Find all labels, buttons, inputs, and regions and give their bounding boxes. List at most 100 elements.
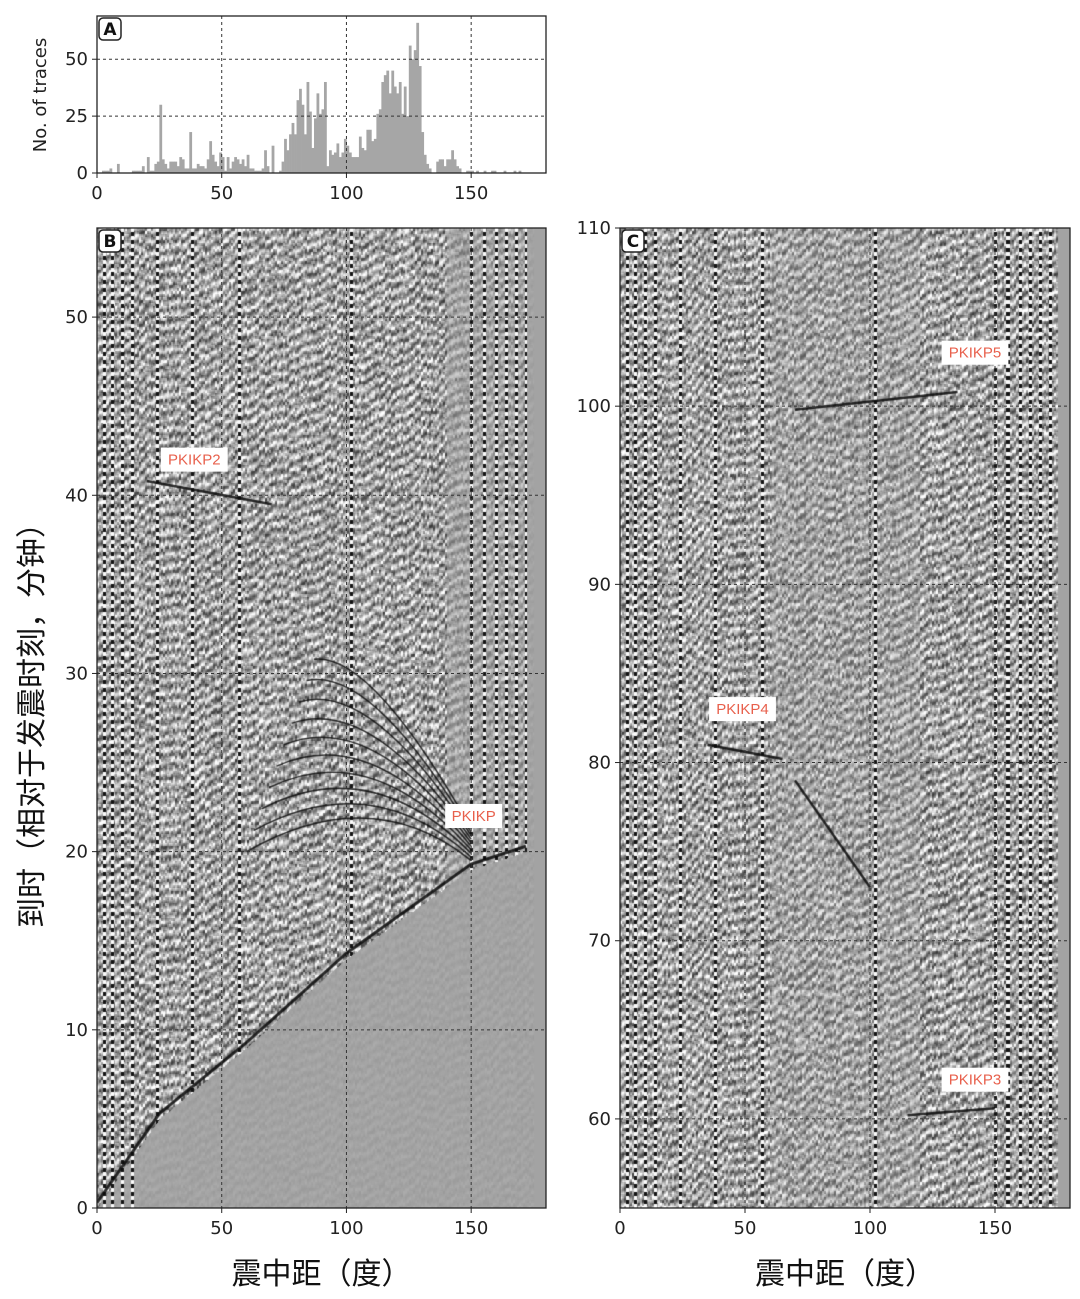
x-tick-label: 50 <box>210 183 233 204</box>
plot-frame <box>619 227 1071 1209</box>
panel-label-box <box>621 229 645 253</box>
histogram-bar <box>493 170 497 173</box>
histogram-bar <box>139 170 143 173</box>
histogram-bar <box>378 109 382 173</box>
y-tick-label: 100 <box>577 396 611 417</box>
histogram-bar <box>383 75 387 173</box>
histogram-bar <box>261 168 265 173</box>
y-tick-label: 50 <box>65 307 88 328</box>
histogram-bar <box>423 154 427 173</box>
histogram-bar <box>466 170 469 173</box>
panel-c-axes: 0 50 100 150 60 70 80 90 100 110 C PKIKP5 PKIKP4 PKIK… <box>577 218 1071 1292</box>
histogram-bar <box>396 93 400 173</box>
histogram-bar <box>426 163 430 173</box>
panel-b-axes: 0 50 100 150 0 10 20 30 40 50 B PKIKP2 PKIKP 震中距（度） <box>65 227 547 1292</box>
histogram-bar <box>326 166 330 173</box>
histogram-bar <box>214 161 218 173</box>
histogram-bar <box>236 159 240 173</box>
histogram-bar <box>513 170 517 173</box>
histogram-bar <box>333 152 337 173</box>
histogram-bar <box>216 166 220 173</box>
x-axis-label: 震中距（度） <box>232 1257 412 1292</box>
histogram-bar <box>239 163 242 173</box>
histogram-bar <box>388 93 392 173</box>
histogram-bar <box>164 163 168 173</box>
histogram-bar <box>244 166 247 173</box>
histogram-bar <box>446 159 450 173</box>
histogram-bar <box>209 141 213 173</box>
histogram-bar <box>438 159 442 173</box>
histogram-bar <box>254 170 257 173</box>
histogram-bar <box>491 170 494 173</box>
y-tick-label: 70 <box>588 931 611 952</box>
histogram-bar <box>443 166 447 173</box>
histogram-bar <box>304 134 307 173</box>
histogram-bar <box>356 157 360 173</box>
histogram-bar <box>131 170 135 173</box>
histogram-bar <box>264 150 267 173</box>
x-tick-label: 0 <box>614 1218 625 1239</box>
histogram-bar <box>453 159 457 173</box>
histogram-bar <box>104 170 108 173</box>
histogram-bar <box>428 168 432 173</box>
histogram-bar <box>408 45 412 173</box>
histogram-bar <box>156 161 160 173</box>
panel-label-box <box>98 229 122 253</box>
histogram-bar <box>146 157 150 173</box>
histogram-bar <box>371 141 375 173</box>
histogram-bar <box>206 159 210 173</box>
histogram-bar <box>201 166 205 173</box>
histogram-bar <box>281 161 285 173</box>
histogram-bar <box>358 136 362 173</box>
histogram-bar <box>196 163 200 173</box>
histogram-bar <box>191 168 195 173</box>
histogram-bar <box>316 93 320 173</box>
histogram-bar <box>169 161 173 173</box>
annotation-pkikp2: PKIKP2 <box>168 452 221 469</box>
x-tick-label: 100 <box>853 1218 887 1239</box>
histogram-bar <box>151 170 155 173</box>
y-tick-label: 60 <box>588 1109 611 1130</box>
histogram-bar <box>251 168 255 173</box>
histogram-bar <box>361 147 365 173</box>
histogram-bar <box>296 100 300 173</box>
histogram-bar <box>391 70 395 173</box>
histogram-bar <box>226 157 230 173</box>
histogram-bar <box>353 157 357 173</box>
histogram-bar <box>299 88 302 173</box>
panel-label: A <box>103 20 117 40</box>
histogram-bar <box>211 154 215 173</box>
histogram-bar <box>294 134 297 173</box>
histogram-bar <box>319 113 322 173</box>
histogram-bar <box>179 157 183 173</box>
histogram-bar <box>314 118 317 173</box>
y-tick-label: 40 <box>65 485 88 506</box>
histogram-bar <box>159 104 163 173</box>
histogram-bar <box>189 132 193 173</box>
histogram-bar <box>366 129 370 173</box>
histogram-bar <box>291 122 295 173</box>
histogram-bar <box>458 168 462 173</box>
annotation-box <box>941 1067 1009 1092</box>
histogram-bar <box>441 159 445 173</box>
histogram-bar <box>116 163 120 173</box>
y-tick-label: 0 <box>77 1198 88 1219</box>
histogram-bar <box>184 168 188 173</box>
annotation-pkikp: PKIKP <box>452 808 496 825</box>
annotation-box <box>445 804 503 828</box>
histogram-bar <box>451 150 455 173</box>
histogram-bar <box>403 86 407 173</box>
x-tick-label: 150 <box>454 1218 488 1239</box>
histogram-bar <box>161 159 165 173</box>
plot-frame <box>96 15 547 174</box>
histogram-bar <box>351 157 355 173</box>
histogram-bar <box>134 170 138 173</box>
y-tick-label: 90 <box>588 574 611 595</box>
x-tick-label: 150 <box>978 1218 1012 1239</box>
histogram-bar <box>219 152 223 173</box>
annotation-box <box>160 447 228 472</box>
histogram-bar <box>286 150 290 173</box>
histogram-bar <box>109 168 113 173</box>
histogram-bar <box>518 170 522 173</box>
